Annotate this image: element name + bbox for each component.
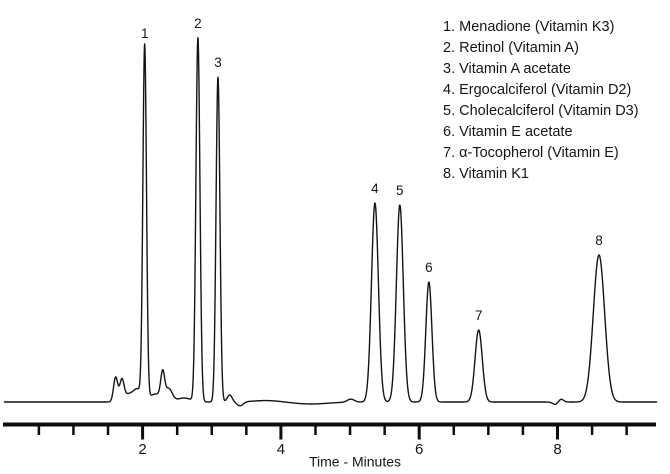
peak-label-5: 5 xyxy=(396,183,404,198)
trace-group xyxy=(3,37,658,407)
x-minor-tick xyxy=(452,426,456,435)
legend-item-2: 2. Retinol (Vitamin A) xyxy=(443,40,579,56)
x-major-tick xyxy=(417,426,421,440)
x-major-tick xyxy=(279,426,283,440)
x-tick-label: 6 xyxy=(415,441,423,458)
x-minor-tick xyxy=(37,426,41,435)
x-tick-label: 2 xyxy=(138,441,146,458)
legend-item-1: 1. Menadione (Vitamin K3) xyxy=(443,19,615,35)
peak-label-6: 6 xyxy=(425,260,433,275)
x-major-tick xyxy=(556,426,559,440)
x-minor-tick xyxy=(625,426,628,435)
legend-item-5: 5. Cholecalciferol (Vitamin D3) xyxy=(443,103,639,119)
x-tick-label: 8 xyxy=(553,441,561,458)
peak-label-4: 4 xyxy=(371,181,379,196)
peak-label-2: 2 xyxy=(194,16,202,31)
x-tick-label: 4 xyxy=(277,441,285,458)
legend-item-6: 6. Vitamin E acetate xyxy=(443,124,573,140)
x-minor-tick xyxy=(590,426,594,435)
legend-item-8: 8. Vitamin K1 xyxy=(443,166,529,182)
x-minor-tick xyxy=(314,426,317,435)
peak-label-1: 1 xyxy=(141,26,149,41)
x-minor-tick xyxy=(210,426,213,435)
x-minor-tick xyxy=(245,426,248,435)
x-tick-labels: 2 4 6 8 xyxy=(138,441,561,458)
x-axis-line xyxy=(3,422,656,427)
axis-group: 2 4 6 8 xyxy=(3,422,656,458)
legend-item-4: 4. Ergocalciferol (Vitamin D2) xyxy=(443,82,632,98)
x-minor-tick xyxy=(175,426,179,435)
x-minor-tick xyxy=(487,426,490,435)
peak-label-3: 3 xyxy=(214,55,222,70)
x-minor-tick xyxy=(106,426,110,435)
trace-line xyxy=(3,37,658,407)
x-ticks xyxy=(37,426,628,440)
peak-labels: 1 2 3 4 5 6 7 8 xyxy=(141,16,603,323)
peak-label-7: 7 xyxy=(475,308,483,323)
x-major-tick xyxy=(141,426,145,440)
x-minor-tick xyxy=(72,426,75,435)
legend-item-3: 3. Vitamin A acetate xyxy=(443,61,571,77)
legend-item-7: 7. α-Tocopherol (Vitamin E) xyxy=(443,145,619,161)
x-minor-tick xyxy=(348,426,352,435)
legend: 1. Menadione (Vitamin K3) 2. Retinol (Vit… xyxy=(443,17,639,185)
x-minor-tick xyxy=(383,426,386,435)
peak-label-8: 8 xyxy=(595,233,603,248)
x-axis-title: Time - Minutes xyxy=(309,454,401,470)
x-minor-tick xyxy=(521,426,525,435)
